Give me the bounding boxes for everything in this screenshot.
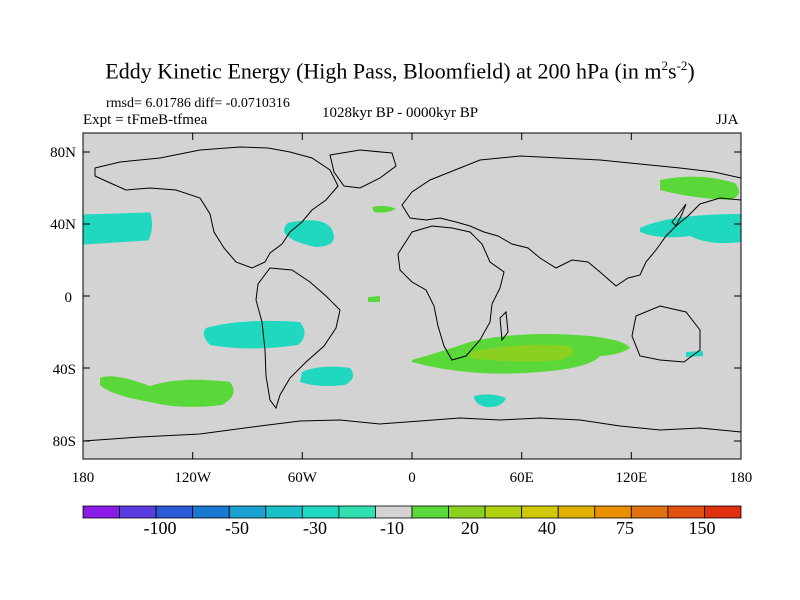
lon-labels: 180 120W 60W 0 60E 120E 180	[72, 470, 753, 486]
experiment-label: Expt = tFmeB-tfmea	[83, 112, 208, 128]
colorbar-box	[119, 505, 157, 519]
colorbar-box	[667, 505, 705, 519]
chart-title: Eddy Kinetic Energy (High Pass, Bloomfie…	[105, 58, 695, 84]
season-label: JJA	[716, 112, 739, 128]
lon-label-60e: 60E	[510, 470, 534, 486]
coastline-madagascar	[499, 310, 509, 342]
period-label: 1028kyr BP - 0000kyr BP	[322, 105, 479, 121]
colorbar-box	[448, 505, 486, 519]
colorbar-box	[338, 505, 376, 519]
anomaly-region-north-atlantic	[372, 205, 396, 213]
colorbar-box	[484, 505, 523, 519]
map-ticks	[82, 133, 742, 459]
anomaly-region-north-pacific-west	[83, 212, 153, 245]
anomaly-region-southeast-pacific	[100, 376, 234, 407]
colorbar-label-1: -100	[144, 518, 177, 538]
coastline-africa	[397, 225, 505, 361]
colorbar-box	[192, 505, 230, 519]
lat-labels: 80N 40N 0 40S 80S	[50, 145, 76, 450]
lat-label-40s: 40S	[53, 362, 76, 378]
lat-label-80s: 80S	[53, 434, 76, 450]
stats-text: rmsd= 6.01786 diff= -0.0710316	[106, 96, 290, 111]
colorbar-label-7: 75	[616, 518, 634, 538]
lon-label-180w: 180	[72, 470, 95, 486]
anomaly-region-south-pacific-west	[203, 320, 305, 349]
lon-label-0: 0	[408, 470, 416, 486]
colorbar-label-2: -50	[225, 518, 249, 538]
lat-label-80n: 80N	[50, 145, 76, 161]
anomaly-region-equatorial-atlantic	[368, 296, 380, 302]
coastline-japan	[671, 203, 687, 227]
lat-label-0: 0	[65, 290, 73, 306]
coastline-greenland	[329, 149, 397, 189]
coastline-north-america	[94, 146, 339, 269]
lon-label-180e: 180	[730, 470, 753, 486]
colorbar-box	[594, 505, 632, 519]
colorbar-label-5: 20	[461, 518, 479, 538]
anomaly-region-south-of-africa	[474, 394, 506, 408]
colorbar-box	[704, 505, 742, 519]
colorbar-label-8: 150	[689, 518, 716, 538]
coastline-australia	[631, 305, 701, 363]
colorbar-label-4: -10	[380, 518, 404, 538]
colorbar-box	[411, 505, 449, 519]
lon-label-120w: 120W	[174, 470, 212, 486]
anomaly-region-northwest-pacific	[640, 214, 741, 244]
colorbar-box	[301, 505, 340, 519]
anomaly-regions	[83, 176, 741, 408]
coastlines	[83, 146, 741, 442]
colorbar-box	[630, 505, 669, 519]
lon-label-120e: 120E	[615, 470, 647, 486]
colorbar-box	[557, 505, 596, 519]
anomaly-region-indian-ocean-core	[470, 344, 574, 362]
lat-label-40n: 40N	[50, 217, 76, 233]
lon-label-60w: 60W	[288, 470, 318, 486]
colorbar-labels: -100 -50 -30 -10 20 40 75 150	[144, 518, 716, 538]
colorbar	[82, 505, 742, 519]
colorbar-box	[82, 505, 120, 519]
colorbar-box	[265, 505, 303, 519]
colorbar-box	[155, 505, 194, 519]
colorbar-label-3: -30	[303, 518, 327, 538]
colorbar-label-6: 40	[538, 518, 556, 538]
colorbar-box	[228, 505, 267, 519]
map-background	[83, 133, 741, 459]
colorbar-box	[521, 505, 559, 519]
anomaly-region-south-atlantic	[300, 366, 354, 386]
colorbar-box	[375, 505, 413, 519]
coastline-south-america	[255, 267, 341, 410]
coastline-antarctica	[83, 417, 741, 442]
anomaly-region-northeast-asia	[660, 176, 739, 200]
coastline-eurasia	[401, 155, 741, 287]
